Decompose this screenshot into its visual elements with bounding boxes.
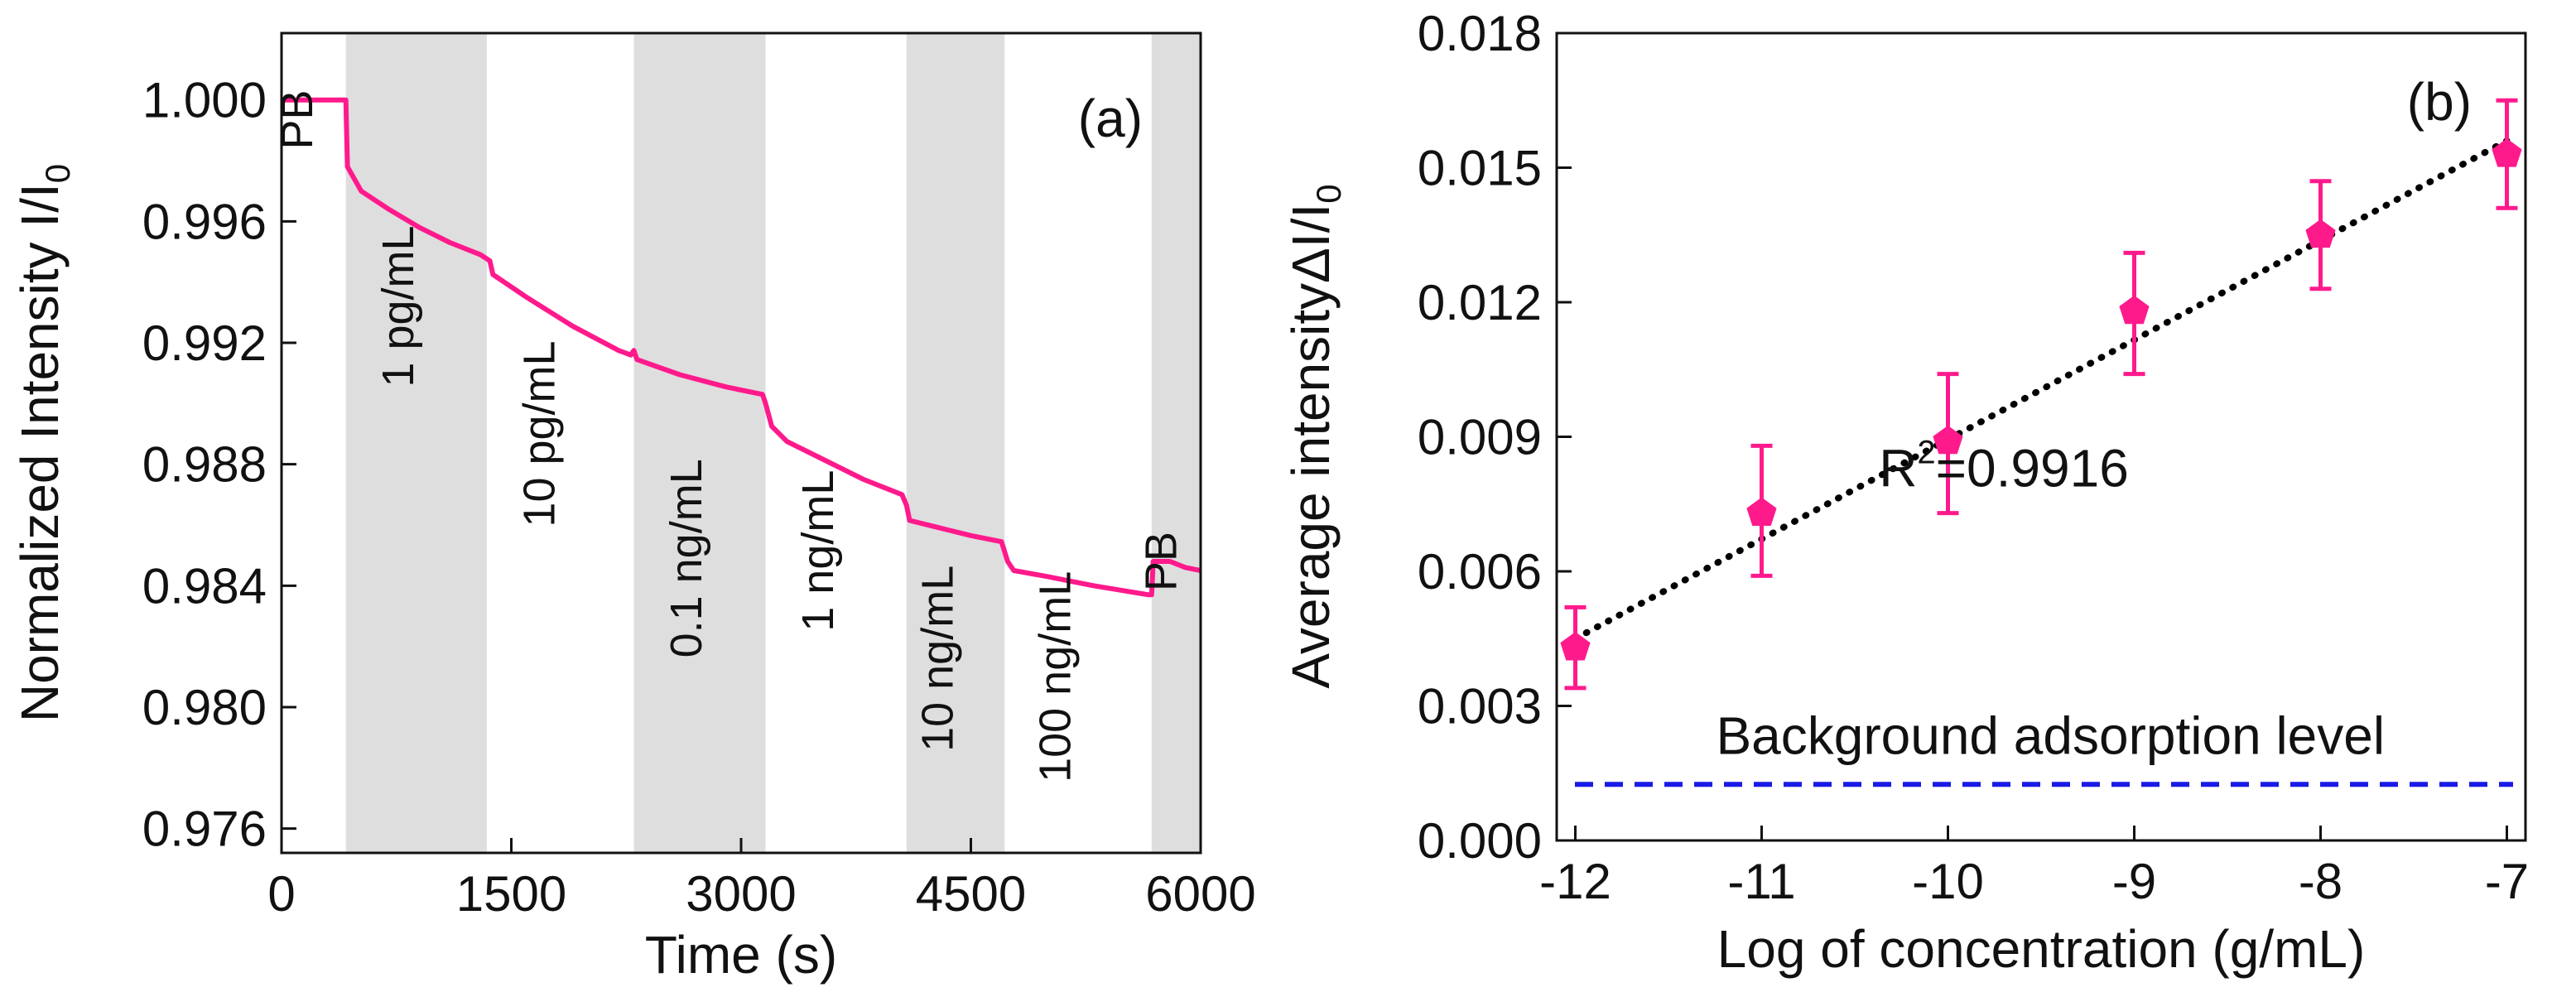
data-point bbox=[1746, 497, 1777, 526]
y-axis-label-a-main: Normalized Intensity I/I bbox=[10, 183, 70, 722]
y-tick-label-a: 0.988 bbox=[142, 437, 267, 493]
panel-label-a: (a) bbox=[1078, 89, 1143, 148]
y-tick-label-a: 0.976 bbox=[142, 802, 267, 857]
band-label-7: PB bbox=[1136, 532, 1186, 591]
plot-frame-b bbox=[1555, 31, 2527, 842]
x-tick-label-a: 4500 bbox=[916, 866, 1026, 922]
x-tick-label-b: -10 bbox=[1912, 854, 1984, 909]
y-tick-label-a: 0.980 bbox=[142, 680, 267, 735]
band-labels: PB 1 pg/mL 10 pg/mL 0.1 ng/mL 1 ng/mL 10 ng/m… bbox=[272, 89, 1186, 782]
x-tick-label-b: -7 bbox=[2485, 854, 2529, 909]
y-tick-label-a: 0.992 bbox=[142, 315, 267, 371]
data-point bbox=[2119, 295, 2150, 325]
y-tick-label-b: 0.000 bbox=[1418, 813, 1542, 869]
x-tick-label-b: -9 bbox=[2112, 854, 2156, 909]
y-tick-label-b: 0.015 bbox=[1418, 141, 1542, 196]
band-label-2: 10 pg/mL bbox=[514, 340, 564, 527]
shaded-band-0 bbox=[345, 33, 487, 853]
data-point bbox=[2492, 138, 2522, 167]
y-axis-label-b-sub: 0 bbox=[1309, 184, 1348, 203]
panel-b: -12 -11 -10 -9 -8 -7 0.000 0.003 0.006 0.009 0.012… bbox=[1281, 6, 2529, 979]
data-point bbox=[2305, 219, 2336, 248]
y-tick-label-b: 0.009 bbox=[1418, 410, 1542, 465]
r-squared-sup: 2 bbox=[1917, 434, 1935, 470]
panel-label-b: (b) bbox=[2407, 72, 2472, 132]
r-squared-r: R bbox=[1879, 438, 1917, 498]
data-points bbox=[1560, 98, 2522, 691]
shaded-bands bbox=[345, 33, 1201, 853]
axis-ticks-b: -12 -11 -10 -9 -8 -7 0.000 0.003 0.006 0.009 0.012… bbox=[1418, 6, 2529, 909]
x-tick-label-b: -11 bbox=[1727, 854, 1795, 909]
y-tick-label-b: 0.003 bbox=[1418, 679, 1542, 734]
y-axis-label-b-main: Average intensityΔI/I bbox=[1281, 204, 1341, 689]
y-tick-label-b: 0.012 bbox=[1418, 275, 1542, 330]
x-tick-label-b: -8 bbox=[2299, 854, 2342, 909]
band-label-3: 0.1 ng/mL bbox=[662, 459, 711, 657]
band-label-1: 1 pg/mL bbox=[373, 225, 423, 387]
y-tick-label-b: 0.018 bbox=[1418, 6, 1542, 61]
x-tick-label-b: -12 bbox=[1539, 854, 1611, 909]
r-squared-label: R2=0.9916 bbox=[1879, 434, 2129, 498]
y-axis-label-a: Normalized Intensity I/I0 bbox=[10, 164, 77, 722]
band-label-4: 1 ng/mL bbox=[793, 470, 843, 632]
y-tick-label-a: 0.996 bbox=[142, 194, 267, 249]
data-point bbox=[1560, 632, 1591, 661]
band-label-0: PB bbox=[272, 89, 322, 149]
x-axis-label-b: Log of concentration (g/mL) bbox=[1717, 919, 2366, 979]
x-tick-label-a: 3000 bbox=[686, 866, 796, 922]
band-label-5: 10 ng/mL bbox=[912, 566, 962, 752]
y-axis-label-a-sub: 0 bbox=[38, 164, 77, 183]
shaded-band-2 bbox=[906, 33, 1005, 853]
background-level-label: Background adsorption level bbox=[1716, 705, 2385, 765]
x-axis-label-a: Time (s) bbox=[645, 925, 837, 985]
linear-fit-line bbox=[1572, 137, 2511, 643]
r-squared-value: =0.9916 bbox=[1936, 438, 2129, 498]
intensity-line bbox=[282, 97, 1201, 598]
band-label-6: 100 ng/mL bbox=[1031, 571, 1081, 783]
y-tick-label-a: 1.000 bbox=[142, 73, 267, 128]
y-tick-label-b: 0.006 bbox=[1418, 544, 1542, 600]
data-point bbox=[1933, 425, 1963, 455]
x-tick-label-a: 6000 bbox=[1145, 866, 1255, 922]
plot-frame-a bbox=[280, 31, 1202, 855]
axis-ticks-a: 0 1500 3000 4500 6000 0.976 0.980 0.984 0.988 0.9… bbox=[142, 73, 1256, 922]
shaded-band-1 bbox=[633, 33, 766, 853]
y-tick-label-a: 0.984 bbox=[142, 558, 267, 614]
x-tick-label-a: 0 bbox=[267, 866, 295, 922]
shaded-band-3 bbox=[1151, 33, 1201, 853]
y-axis-label-b: Average intensityΔI/I0 bbox=[1281, 184, 1348, 688]
panel-a: 0 1500 3000 4500 6000 0.976 0.980 0.984 0.988 0.9… bbox=[10, 31, 1256, 985]
x-tick-label-a: 1500 bbox=[456, 866, 566, 922]
